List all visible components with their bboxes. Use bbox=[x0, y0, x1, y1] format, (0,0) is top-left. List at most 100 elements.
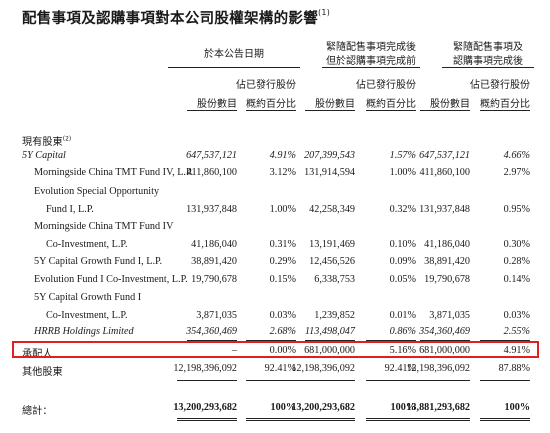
share-count-cell: 113,498,047 bbox=[304, 326, 355, 337]
total-rule bbox=[410, 380, 470, 381]
shareholder-name: Co-Investment, L.P. bbox=[46, 239, 128, 250]
title-note: (1) bbox=[318, 8, 331, 18]
total-double-rule bbox=[410, 418, 470, 421]
percentage-cell: 1.57% bbox=[389, 150, 416, 161]
share-count-cell: 1,239,852 bbox=[314, 310, 355, 321]
share-count-cell: 411,860,100 bbox=[419, 167, 470, 178]
sub-header-rule bbox=[480, 110, 530, 111]
shareholder-name: 其他股東 bbox=[22, 367, 63, 378]
total-rule bbox=[480, 380, 530, 381]
group-header-rule bbox=[168, 67, 300, 68]
placees-row-highlight bbox=[12, 341, 539, 358]
percentage-cell: 0.86% bbox=[389, 326, 416, 337]
share-count-cell: 42,258,349 bbox=[309, 204, 355, 215]
subtotal-rule bbox=[480, 340, 530, 341]
shareholder-name: Evolution Fund I Co-Investment, L.P. bbox=[34, 274, 188, 285]
percentage-cell: 0.14% bbox=[503, 274, 530, 285]
share-count-cell: 38,891,420 bbox=[191, 256, 237, 267]
shareholder-name: Morningside China TMT Fund IV, L.P. bbox=[34, 167, 194, 178]
subtotal-rule bbox=[366, 340, 416, 341]
sub-header-rule bbox=[420, 110, 470, 111]
shareholder-name: 承配人 bbox=[22, 349, 53, 360]
title-text: 配售事項及認購事項對本公司股權架構的影響 bbox=[22, 11, 318, 27]
group-header-rule bbox=[442, 67, 534, 68]
shareholder-name: 5Y Capital Growth Fund I, L.P. bbox=[34, 256, 163, 267]
share-count-cell: 354,360,469 bbox=[419, 326, 470, 337]
percentage-cell: 0.03% bbox=[503, 310, 530, 321]
total-rule bbox=[177, 380, 237, 381]
column-group-header: 但於認購事項完成前 bbox=[326, 56, 416, 67]
subtotal-rule bbox=[420, 340, 470, 341]
share-count-cell: 12,456,526 bbox=[309, 256, 355, 267]
total-double-rule bbox=[246, 418, 296, 421]
percentage-cell: 0.32% bbox=[389, 204, 416, 215]
share-count-cell: 411,860,100 bbox=[186, 167, 237, 178]
total-percentage: 100% bbox=[504, 402, 530, 413]
subtotal-rule bbox=[305, 340, 355, 341]
percentage-cell: 5.16% bbox=[389, 345, 416, 356]
percentage-cell: 2.55% bbox=[503, 326, 530, 337]
column-group-header: 於本公告日期 bbox=[204, 49, 264, 60]
share-count-cell: 38,891,420 bbox=[424, 256, 470, 267]
total-double-rule bbox=[177, 418, 237, 421]
total-rule bbox=[246, 380, 296, 381]
total-share-count: 13,200,293,682 bbox=[173, 402, 237, 413]
share-count-cell: 647,537,121 bbox=[186, 150, 237, 161]
group-header-rule bbox=[322, 67, 420, 68]
col-header-pct-line1: 佔已發行股份 bbox=[236, 80, 296, 91]
share-count-cell: 354,360,469 bbox=[186, 326, 237, 337]
share-count-cell: 131,914,594 bbox=[304, 167, 355, 178]
share-count-cell: 19,790,678 bbox=[424, 274, 470, 285]
shareholder-name: Co-Investment, L.P. bbox=[46, 310, 128, 321]
percentage-cell: 3.12% bbox=[269, 167, 296, 178]
share-count-cell: – bbox=[231, 345, 237, 356]
shareholder-name: 5Y Capital bbox=[22, 150, 66, 161]
total-double-rule bbox=[295, 418, 355, 421]
share-count-cell: 647,537,121 bbox=[419, 150, 470, 161]
total-percentage: 100% bbox=[390, 402, 416, 413]
col-header-pct-line2: 概約百分比 bbox=[246, 99, 296, 110]
percentage-cell: 2.97% bbox=[503, 167, 530, 178]
percentage-cell: 0.01% bbox=[389, 310, 416, 321]
share-count-cell: 131,937,848 bbox=[419, 204, 470, 215]
percentage-cell: 0.28% bbox=[503, 256, 530, 267]
share-count-cell: 13,191,469 bbox=[309, 239, 355, 250]
percentage-cell: 4.91% bbox=[503, 345, 530, 356]
share-count-cell: 12,198,396,092 bbox=[406, 363, 470, 374]
page-title: 配售事項及認購事項對本公司股權架構的影響(1) bbox=[22, 7, 330, 28]
subtotal-rule bbox=[246, 340, 296, 341]
percentage-cell: 1.00% bbox=[389, 167, 416, 178]
percentage-cell: 0.31% bbox=[269, 239, 296, 250]
percentage-cell: 4.91% bbox=[269, 150, 296, 161]
share-count-cell: 12,198,396,092 bbox=[291, 363, 355, 374]
share-count-cell: 681,000,000 bbox=[304, 345, 355, 356]
column-group-header: 緊隨配售事項及 bbox=[453, 42, 523, 53]
share-count-cell: 207,399,543 bbox=[304, 150, 355, 161]
col-header-pct-line2: 概約百分比 bbox=[366, 99, 416, 110]
total-share-count: 13,881,293,682 bbox=[406, 402, 470, 413]
share-count-cell: 41,186,040 bbox=[191, 239, 237, 250]
total-share-count: 13,200,293,682 bbox=[291, 402, 355, 413]
percentage-cell: 0.10% bbox=[389, 239, 416, 250]
subtotal-rule bbox=[187, 340, 237, 341]
percentage-cell: 0.03% bbox=[269, 310, 296, 321]
section-label: 現有股東(2) bbox=[22, 135, 72, 148]
column-group-header: 認購事項完成後 bbox=[453, 56, 523, 67]
sub-header-rule bbox=[305, 110, 355, 111]
shareholder-name: Evolution Special Opportunity bbox=[34, 186, 160, 197]
shareholder-name: Morningside China TMT Fund IV bbox=[34, 221, 174, 232]
total-double-rule bbox=[366, 418, 416, 421]
shareholder-name: Fund I, L.P. bbox=[46, 204, 94, 215]
sub-header-rule bbox=[366, 110, 416, 111]
percentage-cell: 0.09% bbox=[389, 256, 416, 267]
column-group-header: 緊隨配售事項完成後 bbox=[326, 42, 416, 53]
percentage-cell: 2.68% bbox=[269, 326, 296, 337]
share-count-cell: 681,000,000 bbox=[419, 345, 470, 356]
percentage-cell: 92.41% bbox=[384, 363, 416, 374]
col-header-pct-line1: 佔已發行股份 bbox=[356, 80, 416, 91]
col-header-shares: 股份數目 bbox=[430, 99, 470, 110]
percentage-cell: 0.29% bbox=[269, 256, 296, 267]
section-note: (2) bbox=[62, 135, 72, 143]
share-count-cell: 131,937,848 bbox=[186, 204, 237, 215]
percentage-cell: 0.30% bbox=[503, 239, 530, 250]
